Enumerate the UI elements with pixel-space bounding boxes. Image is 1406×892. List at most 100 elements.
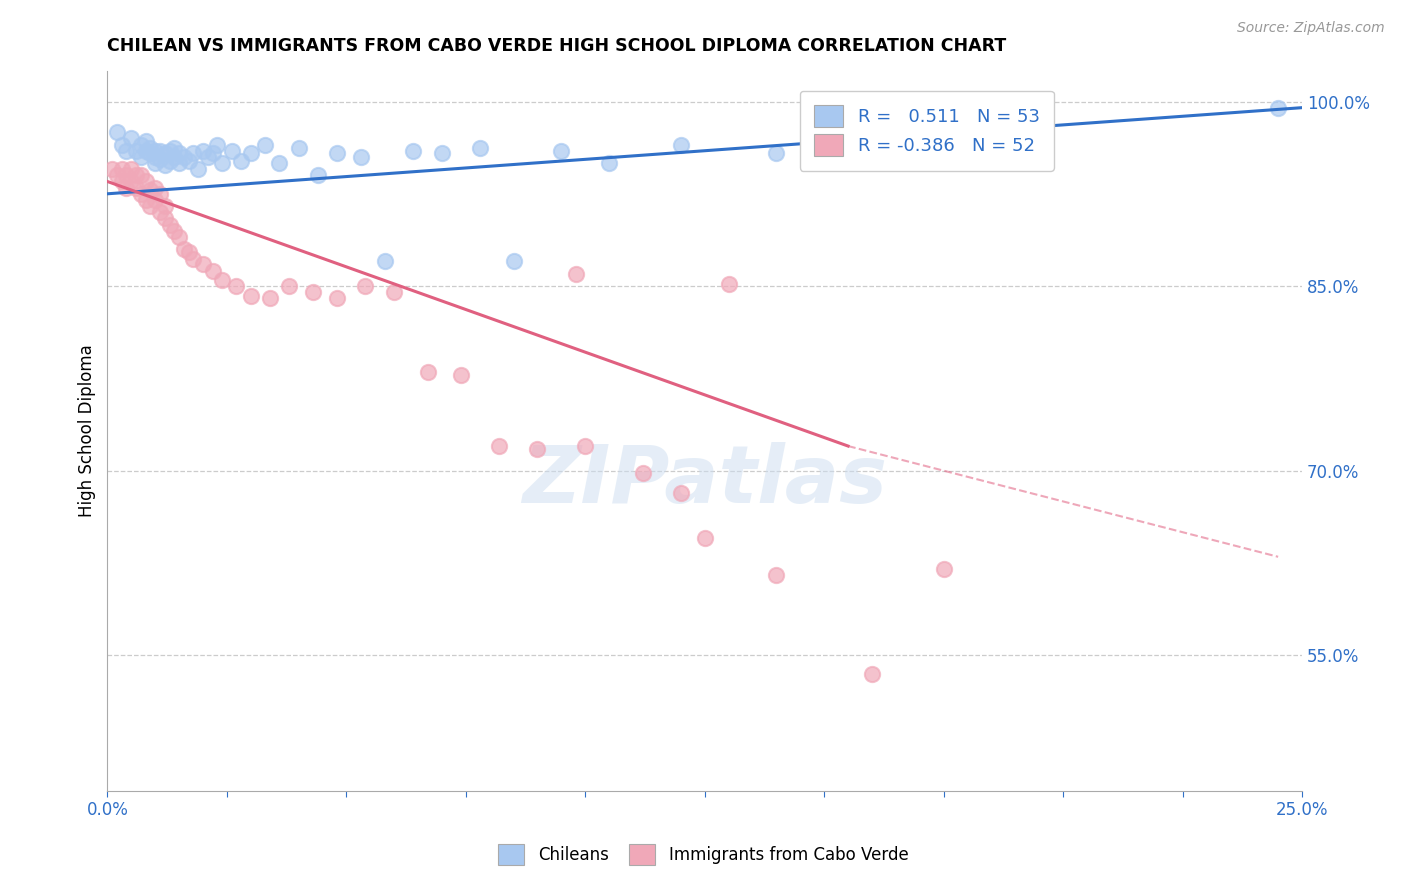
Point	[143, 180, 166, 194]
Point	[225, 279, 247, 293]
Point	[159, 144, 181, 158]
Point	[550, 144, 572, 158]
Point	[430, 146, 453, 161]
Point	[765, 146, 787, 161]
Point	[884, 144, 907, 158]
Point	[254, 137, 277, 152]
Point	[125, 180, 148, 194]
Point	[135, 134, 157, 148]
Point	[159, 153, 181, 168]
Point	[669, 137, 692, 152]
Point	[717, 277, 740, 291]
Point	[201, 146, 224, 161]
Point	[115, 169, 138, 183]
Text: ZIPatlas: ZIPatlas	[522, 442, 887, 520]
Point	[167, 156, 190, 170]
Point	[159, 218, 181, 232]
Point	[631, 466, 654, 480]
Point	[125, 169, 148, 183]
Point	[173, 242, 195, 256]
Point	[153, 199, 176, 213]
Point	[269, 156, 291, 170]
Point	[120, 131, 142, 145]
Point	[101, 162, 124, 177]
Point	[129, 150, 152, 164]
Point	[139, 141, 162, 155]
Point	[307, 169, 329, 183]
Point	[115, 180, 138, 194]
Point	[669, 485, 692, 500]
Point	[149, 186, 172, 201]
Point	[207, 137, 229, 152]
Point	[105, 125, 128, 139]
Point	[167, 146, 190, 161]
Point	[111, 162, 134, 177]
Point	[211, 273, 233, 287]
Point	[173, 150, 195, 164]
Point	[326, 292, 349, 306]
Legend: Chileans, Immigrants from Cabo Verde: Chileans, Immigrants from Cabo Verde	[489, 836, 917, 873]
Point	[201, 264, 224, 278]
Point	[231, 153, 253, 168]
Point	[143, 193, 166, 207]
Point	[163, 141, 186, 155]
Point	[326, 146, 349, 161]
Point	[120, 174, 142, 188]
Point	[129, 137, 152, 152]
Point	[187, 162, 209, 177]
Point	[564, 267, 586, 281]
Point	[153, 211, 176, 226]
Point	[111, 137, 134, 152]
Point	[129, 169, 152, 183]
Point	[153, 146, 176, 161]
Point	[574, 439, 596, 453]
Point	[105, 169, 128, 183]
Point	[120, 162, 142, 177]
Point	[139, 199, 162, 213]
Point	[197, 150, 219, 164]
Point	[177, 153, 200, 168]
Point	[1267, 101, 1289, 115]
Point	[177, 244, 200, 259]
Point	[135, 193, 157, 207]
Point	[153, 159, 176, 173]
Point	[115, 144, 138, 158]
Point	[163, 150, 186, 164]
Point	[502, 254, 524, 268]
Point	[183, 146, 205, 161]
Point	[149, 153, 172, 167]
Point	[468, 141, 491, 155]
Point	[143, 150, 166, 164]
Point	[163, 224, 186, 238]
Point	[221, 144, 243, 158]
Point	[139, 146, 162, 161]
Point	[183, 252, 205, 266]
Legend: R =   0.511   N = 53, R = -0.386   N = 52: R = 0.511 N = 53, R = -0.386 N = 52	[800, 91, 1054, 170]
Point	[111, 174, 134, 188]
Point	[287, 141, 309, 155]
Point	[350, 150, 373, 164]
Point	[191, 257, 214, 271]
Point	[932, 562, 955, 576]
Point	[191, 144, 214, 158]
Point	[139, 183, 162, 197]
Point	[402, 144, 425, 158]
Point	[143, 144, 166, 158]
Point	[693, 532, 716, 546]
Point	[129, 186, 152, 201]
Point	[450, 368, 472, 382]
Point	[302, 285, 325, 300]
Point	[135, 144, 157, 158]
Point	[598, 156, 620, 170]
Point	[239, 289, 262, 303]
Point	[149, 144, 172, 158]
Point	[278, 279, 301, 293]
Point	[239, 146, 262, 161]
Point	[860, 666, 883, 681]
Point	[526, 442, 548, 456]
Point	[211, 156, 233, 170]
Point	[149, 205, 172, 219]
Point	[416, 365, 439, 379]
Point	[354, 279, 377, 293]
Text: Source: ZipAtlas.com: Source: ZipAtlas.com	[1237, 21, 1385, 35]
